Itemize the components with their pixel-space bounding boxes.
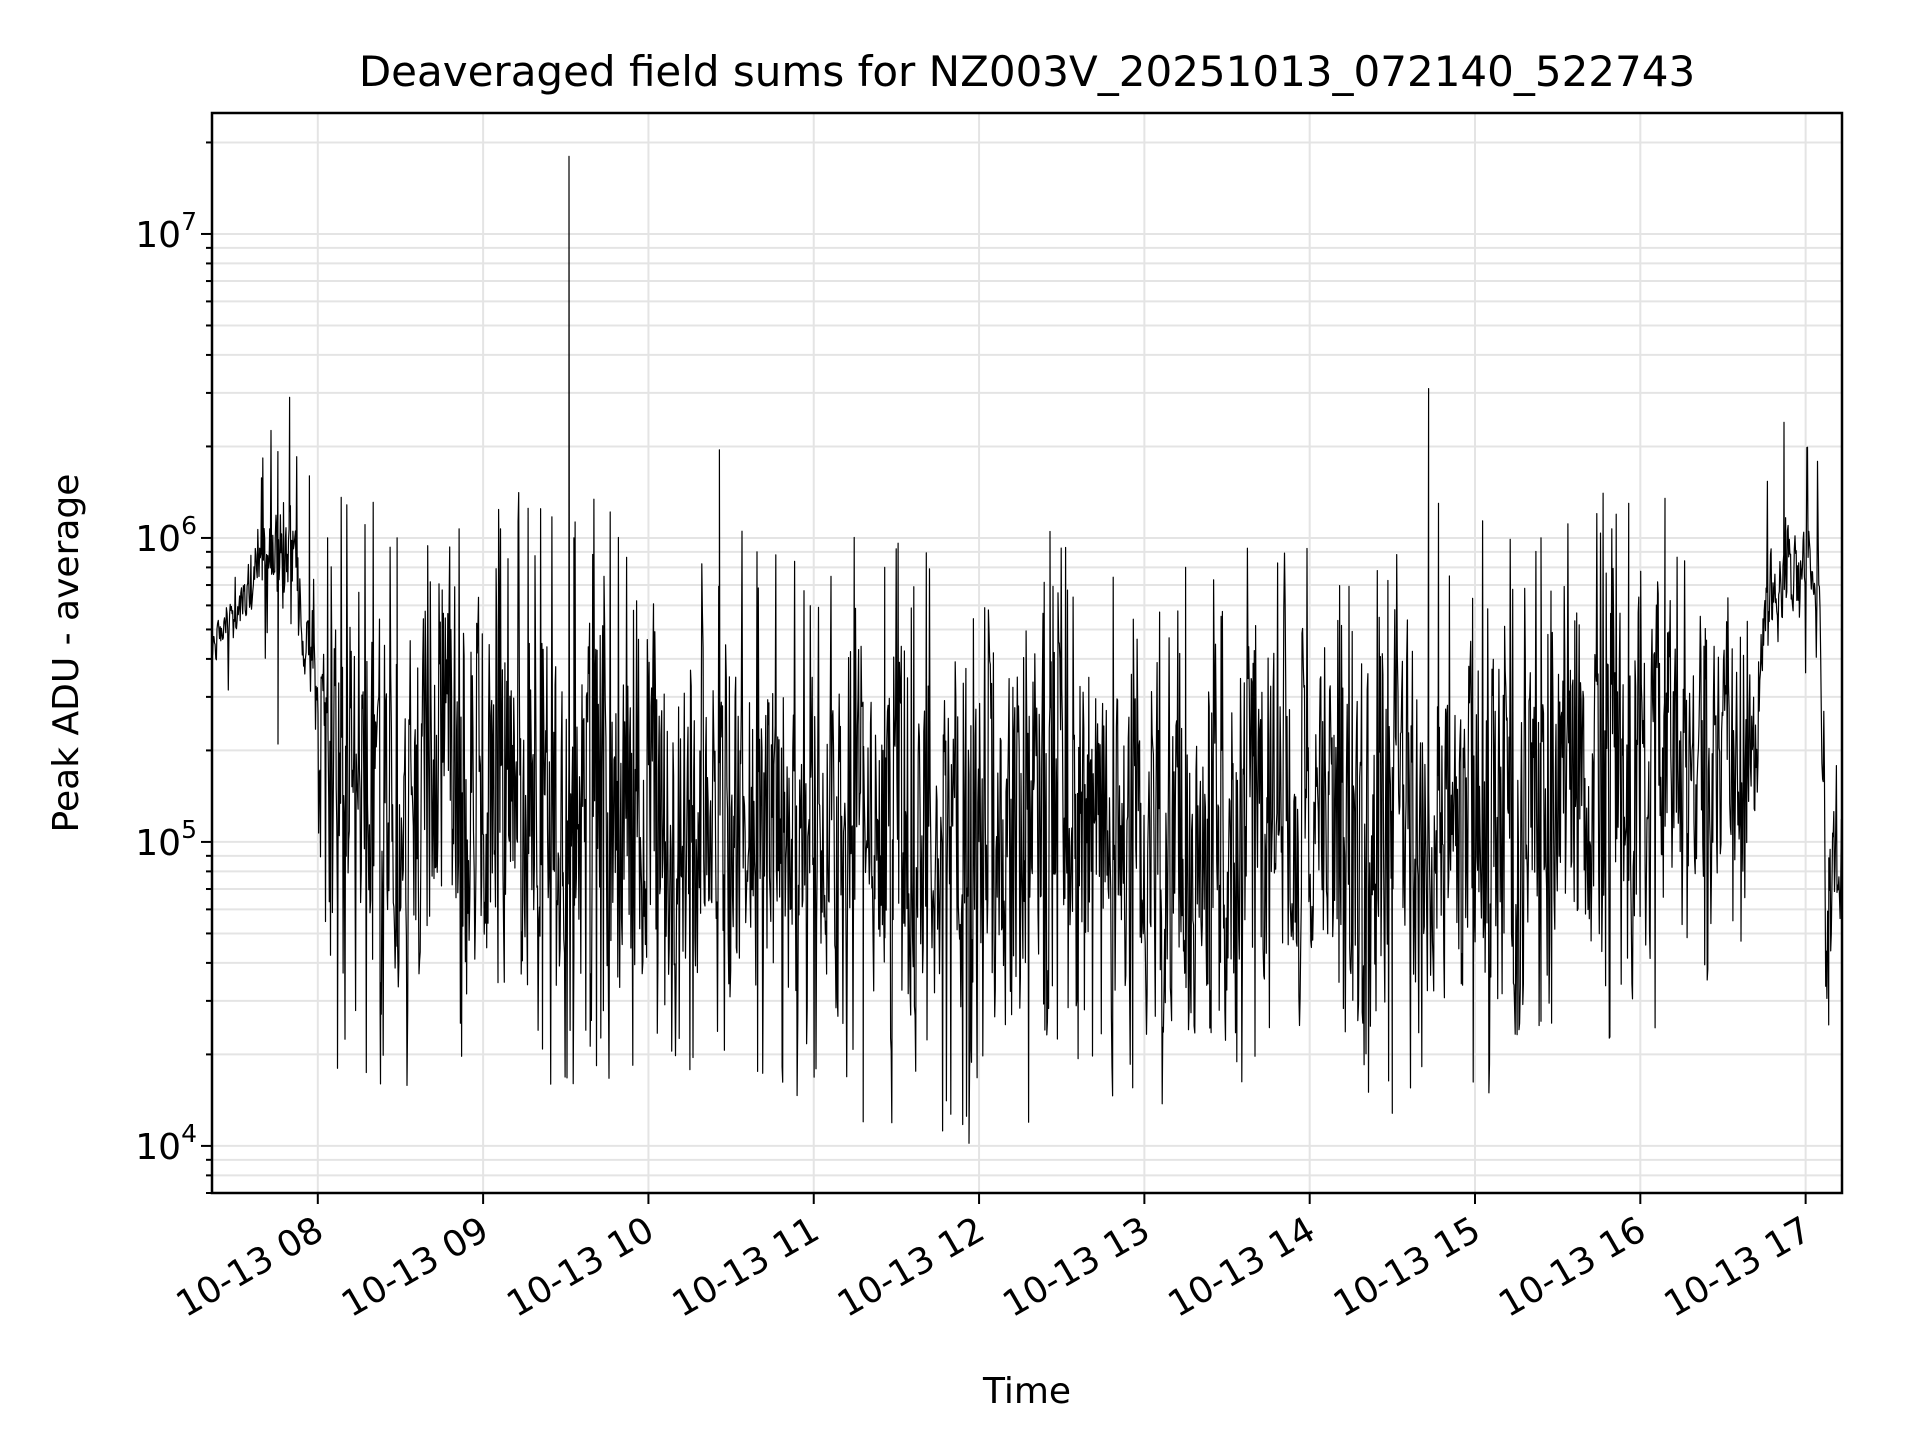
x-tick-label: 10-13 16 xyxy=(1492,1209,1653,1325)
x-tick-label: 10-13 14 xyxy=(1162,1209,1323,1325)
y-tick-label: 104 xyxy=(135,1119,197,1168)
y-tick-exponent: 4 xyxy=(181,1119,197,1148)
y-tick-base: 10 xyxy=(135,215,181,256)
y-tick-label: 107 xyxy=(135,207,197,256)
plot-frame xyxy=(210,111,1844,1195)
y-tick-label: 106 xyxy=(135,511,197,560)
y-tick-exponent: 5 xyxy=(181,815,197,844)
x-tick-label: 10-13 09 xyxy=(335,1209,496,1325)
x-tick-label: 10-13 11 xyxy=(666,1209,827,1325)
x-tick-label: 10-13 13 xyxy=(996,1209,1157,1325)
y-tick-base: 10 xyxy=(135,519,181,560)
series-layer xyxy=(211,155,1843,1144)
x-tick-label: 10-13 08 xyxy=(170,1209,331,1325)
series-line xyxy=(211,155,1843,1144)
y-axis-label: Peak ADU - average xyxy=(46,474,87,833)
x-tick-label: 10-13 10 xyxy=(500,1209,661,1325)
x-axis-label: Time xyxy=(982,1371,1071,1412)
y-tick-label: 105 xyxy=(135,815,197,864)
x-tick-label: 10-13 15 xyxy=(1327,1209,1488,1325)
x-tick-label: 10-13 17 xyxy=(1657,1209,1818,1325)
chart-title: Deaveraged field sums for NZ003V_2025101… xyxy=(359,47,1695,96)
x-tick-label: 10-13 12 xyxy=(831,1209,992,1325)
y-tick-exponent: 7 xyxy=(181,207,197,236)
tick-layer: 10-13 08 10-13 09 10-13 10 10-13 11 10-13 12… xyxy=(135,141,1818,1326)
y-tick-base: 10 xyxy=(135,823,181,864)
y-tick-exponent: 6 xyxy=(181,511,197,540)
y-tick-base: 10 xyxy=(135,1127,181,1168)
